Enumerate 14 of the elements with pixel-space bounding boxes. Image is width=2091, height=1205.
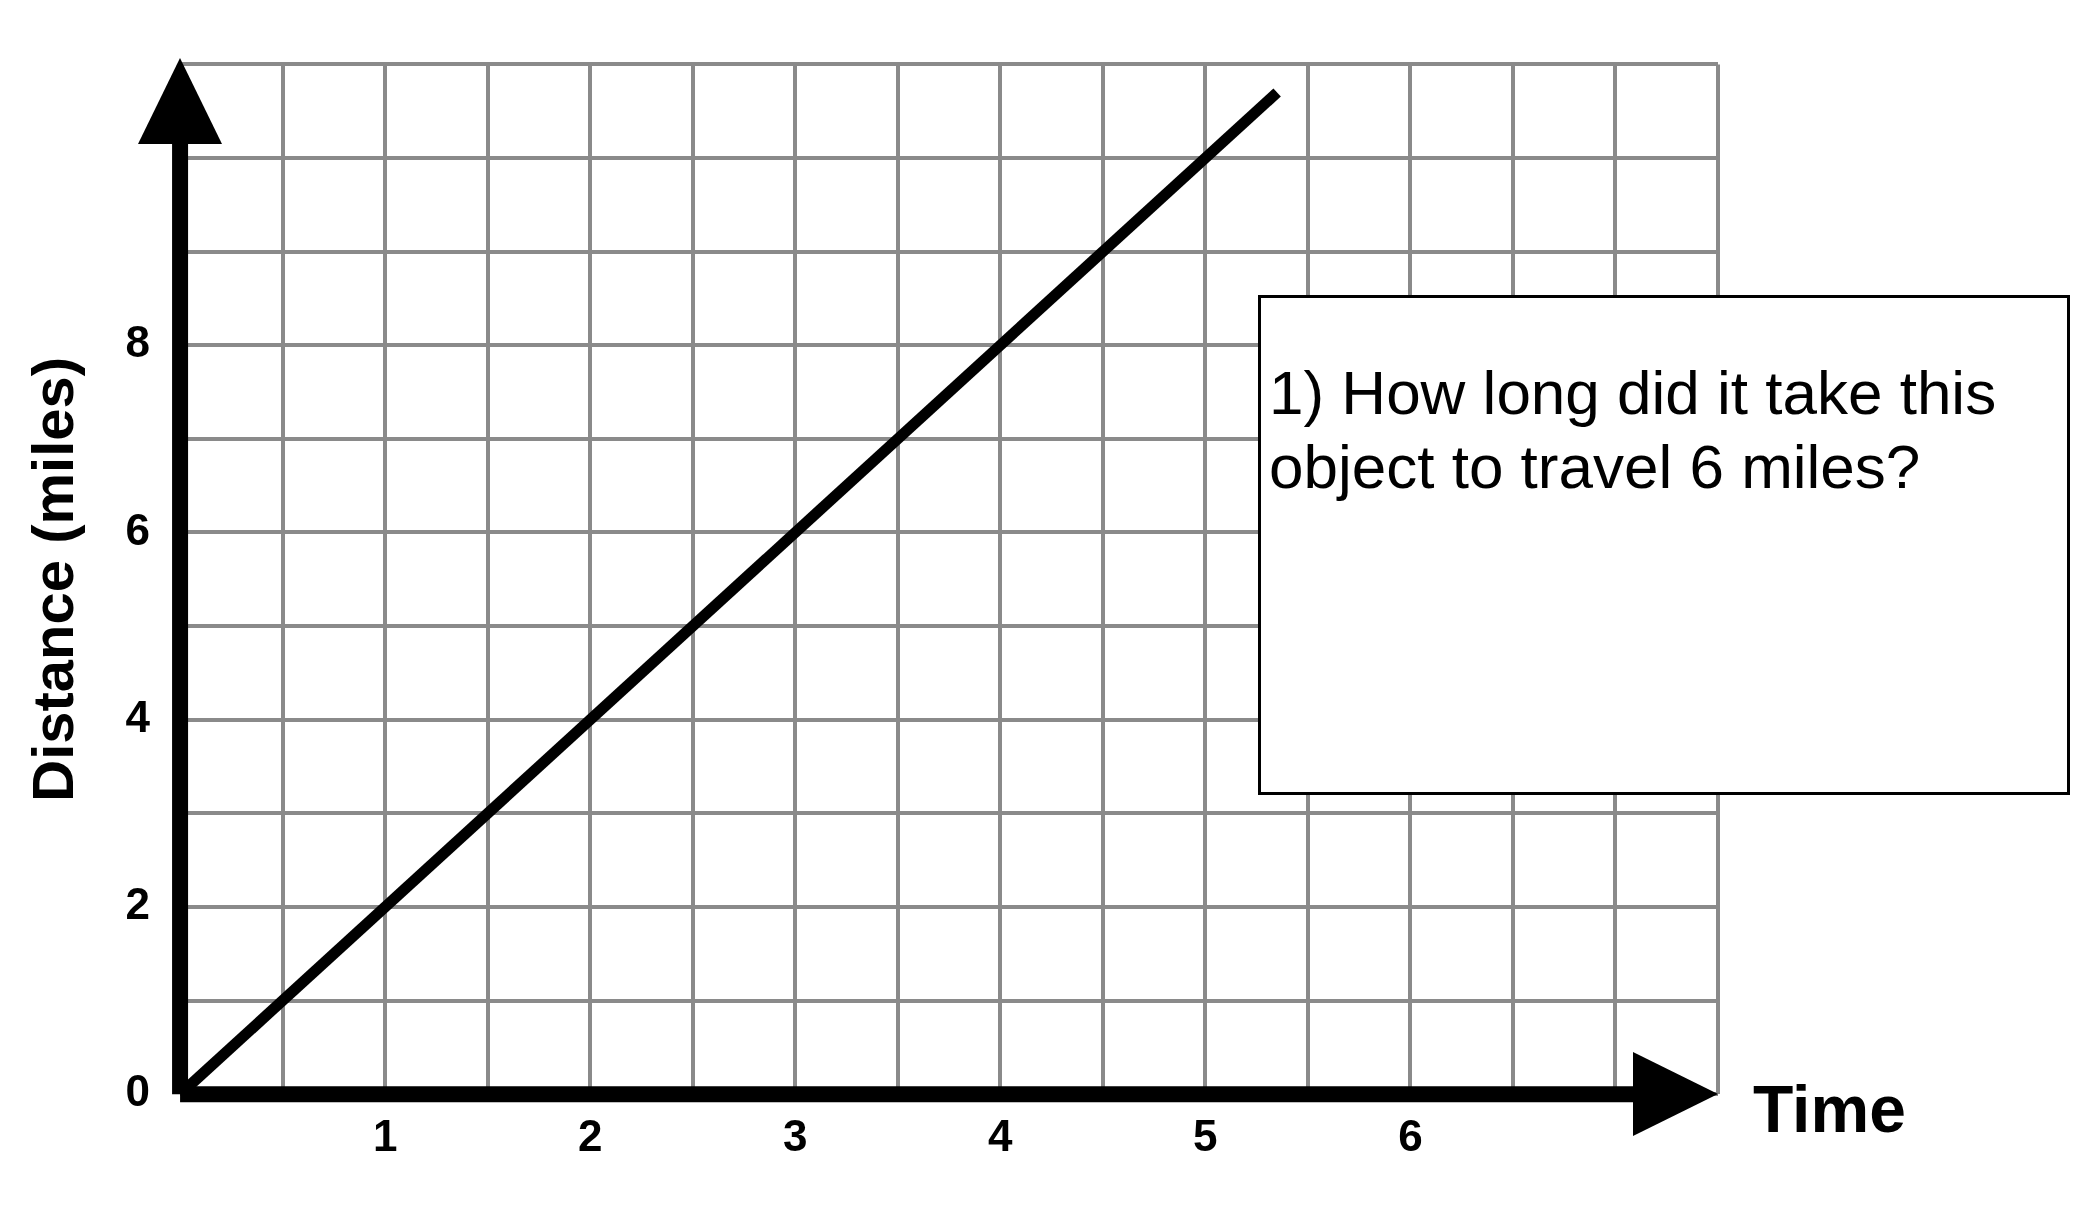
x-tick-label: 2 (577, 1110, 603, 1160)
x-tick-label: 1 (372, 1110, 398, 1160)
y-tick-label: 6 (125, 504, 151, 554)
y-tick-label: 0 (125, 1066, 151, 1116)
y-tick-label: 4 (125, 691, 151, 741)
x-tick-label: 5 (1193, 1110, 1218, 1160)
y-tick-label: 2 (125, 879, 151, 929)
text-box: 1) How long did it take this object to travel 6 miles? (1258, 295, 2070, 795)
x-tick-label: 6 (1398, 1110, 1423, 1160)
x-tick-label: 3 (783, 1110, 808, 1160)
y-tick-label: 8 (125, 317, 151, 367)
x-tick-label: 4 (988, 1110, 1014, 1160)
y-axis-title: Distance (miles) (19, 356, 85, 802)
x-axis-title: Time (1753, 1072, 1906, 1147)
